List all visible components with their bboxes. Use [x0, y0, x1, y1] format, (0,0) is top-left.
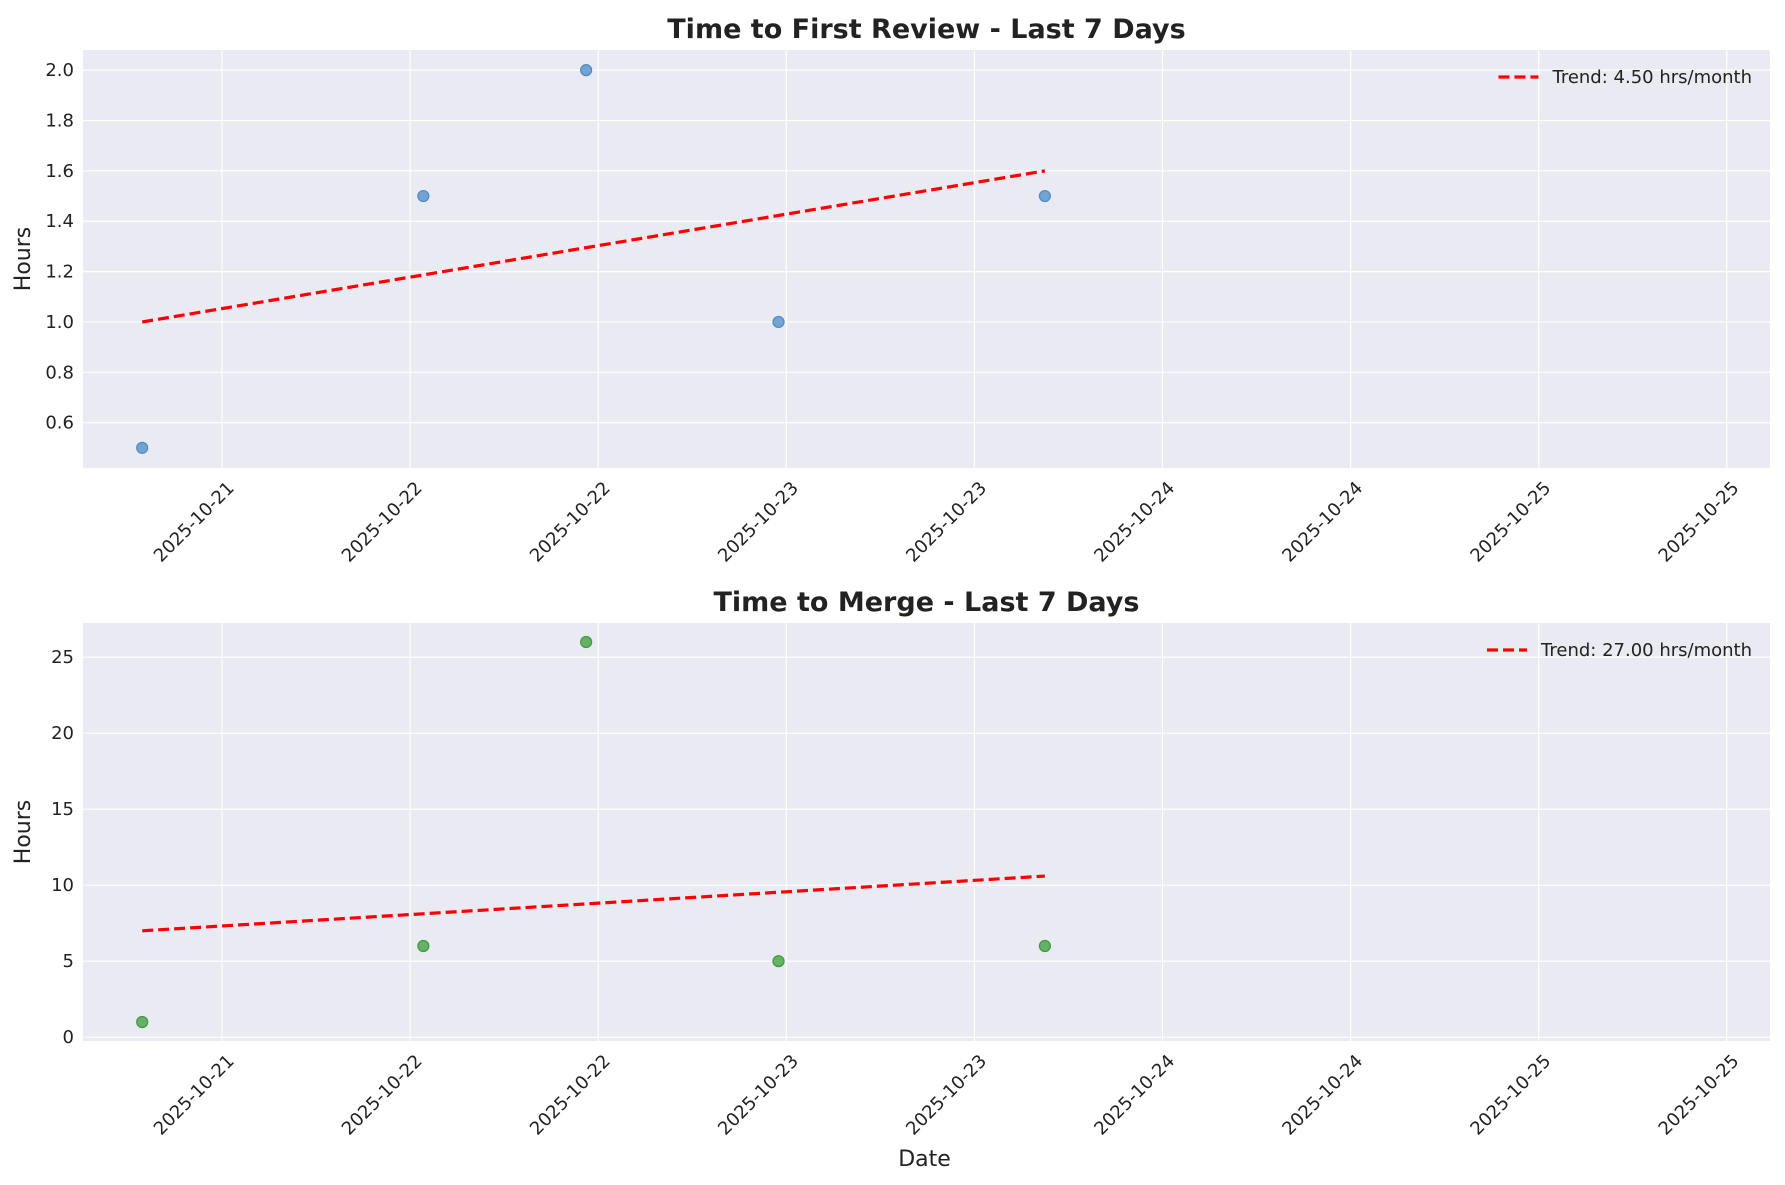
x-tick-label: 2025-10-24 — [1090, 478, 1179, 567]
y-axis-label: Hours — [11, 800, 36, 864]
y-tick-label: 15 — [51, 799, 74, 820]
y-tick-label: 10 — [51, 875, 74, 896]
x-tick-label: 2025-10-24 — [1278, 478, 1367, 567]
data-point — [1038, 189, 1051, 203]
x-tick-label: 2025-10-21 — [150, 1051, 239, 1140]
x-tick-label: 2025-10-25 — [1466, 478, 1555, 567]
y-tick-label: 20 — [51, 723, 74, 744]
chart-title: Time to First Review - Last 7 Days — [667, 14, 1185, 45]
data-point — [772, 315, 785, 329]
plot-area — [83, 623, 1770, 1041]
x-tick-label: 2025-10-24 — [1278, 1051, 1367, 1140]
y-tick-label: 0.8 — [45, 362, 74, 383]
data-point — [580, 64, 593, 77]
data-point — [417, 189, 430, 203]
x-tick-label: 2025-10-23 — [902, 1051, 991, 1140]
y-tick-label: 2.0 — [45, 60, 74, 81]
x-tick-label: 2025-10-24 — [1090, 1051, 1179, 1140]
x-tick-label: 2025-10-25 — [1655, 1051, 1744, 1140]
trend-line — [142, 874, 1045, 933]
plot-area — [83, 50, 1770, 468]
y-tick-label: 1.8 — [45, 111, 74, 132]
y-tick-label: 1.0 — [45, 312, 74, 333]
x-tick-label: 2025-10-22 — [338, 1051, 427, 1140]
y-tick-label: 0 — [63, 1027, 74, 1048]
x-tick-label: 2025-10-23 — [902, 478, 991, 567]
x-tick-label: 2025-10-22 — [526, 478, 615, 567]
x-tick-label: 2025-10-23 — [714, 1051, 803, 1140]
chart-panel-1: 2025-10-21 2025-10-22 2025-10-22 2025-10-23… — [11, 14, 1770, 567]
trend-line — [141, 169, 1046, 324]
x-tick-label: 2025-10-22 — [338, 478, 427, 567]
legend: Trend: 27.00 hrs/month — [1487, 640, 1752, 661]
y-tick-label: 5 — [63, 951, 74, 972]
y-tick-label: 1.2 — [45, 262, 74, 283]
x-tick-label: 2025-10-23 — [714, 478, 803, 567]
x-tick-label: 2025-10-25 — [1655, 478, 1744, 567]
x-axis-label: Date — [898, 1147, 951, 1172]
data-point — [1038, 939, 1051, 953]
data-point — [136, 441, 149, 454]
y-tick-label: 25 — [51, 647, 74, 668]
chart-title: Time to Merge - Last 7 Days — [714, 587, 1140, 618]
data-point — [417, 939, 430, 953]
data-point — [580, 635, 593, 649]
x-tick-label: 2025-10-22 — [526, 1051, 615, 1140]
y-tick-label: 0.6 — [45, 413, 74, 434]
chart-panel-2: 2025-10-21 2025-10-22 2025-10-22 2025-10-23… — [11, 587, 1770, 1172]
y-tick-label: 1.6 — [45, 161, 74, 182]
legend-label: Trend: 4.50 hrs/month — [1551, 67, 1752, 88]
data-point — [772, 955, 785, 968]
legend-label: Trend: 27.00 hrs/month — [1540, 640, 1752, 661]
x-tick-label: 2025-10-21 — [150, 478, 239, 567]
x-tick-label: 2025-10-25 — [1466, 1051, 1555, 1140]
y-axis-label: Hours — [11, 227, 36, 291]
y-tick-label: 1.4 — [45, 211, 74, 232]
legend: Trend: 4.50 hrs/month — [1498, 67, 1752, 88]
data-point — [136, 1015, 149, 1029]
